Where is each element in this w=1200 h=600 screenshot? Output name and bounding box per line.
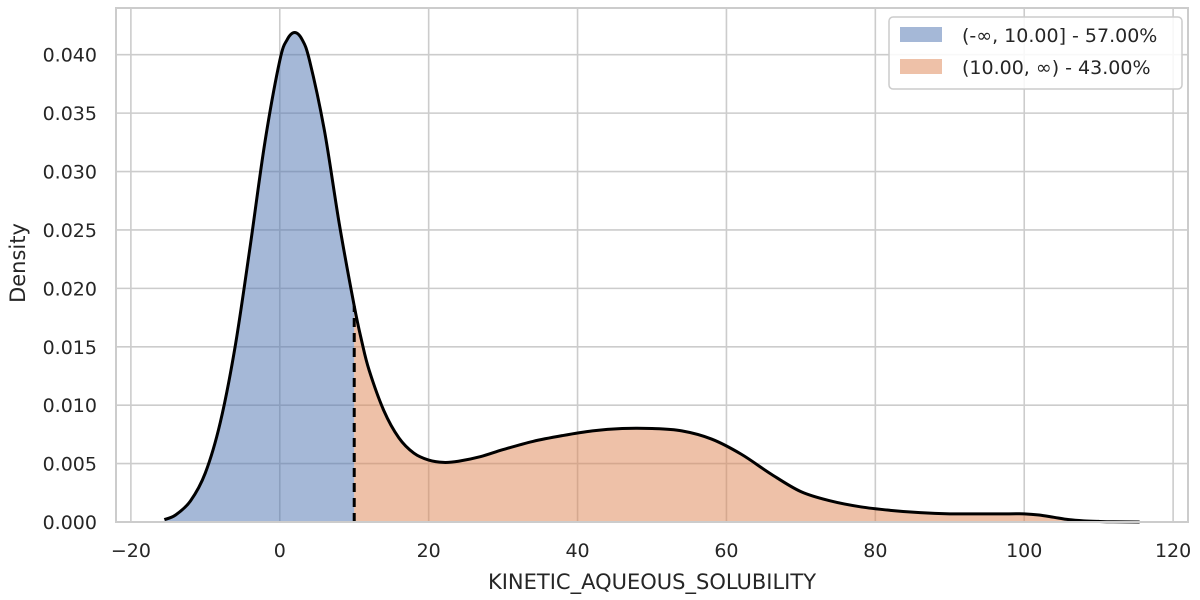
x-tick-label: 120 [1155, 540, 1191, 562]
legend-box [888, 16, 1183, 90]
x-tick-label: 20 [417, 540, 441, 562]
y-tick-label: 0.020 [43, 278, 97, 300]
legend-label-above: (10.00, ∞) - 43.00% [962, 57, 1151, 79]
y-tick-label: 0.005 [43, 454, 97, 476]
x-tick-labels: −20 0 20 40 60 80 100 120 [111, 540, 1191, 562]
x-axis-label: KINETIC_AQUEOUS_SOLUBILITY [488, 570, 816, 595]
y-tick-label: 0.025 [43, 220, 97, 242]
x-tick-label: 100 [1006, 540, 1042, 562]
plot-frame [115, 7, 1189, 523]
y-tick-label: 0.015 [43, 337, 97, 359]
kde-curve-line [163, 31, 1140, 524]
y-tick-label: 0.030 [43, 162, 97, 184]
x-tick-label: 40 [565, 540, 589, 562]
y-tick-label: 0.010 [43, 395, 97, 417]
area-below-threshold [164, 32, 355, 522]
x-tick-label: 80 [863, 540, 887, 562]
x-tick-label: 0 [274, 540, 286, 562]
legend: (-∞, 10.00] - 57.00% (10.00, ∞) - 43.00% [888, 16, 1183, 90]
x-tick-label: 60 [714, 540, 738, 562]
y-tick-label: 0.000 [43, 512, 97, 534]
legend-swatch-above [900, 59, 942, 74]
y-axis-label: Density [6, 223, 30, 303]
area-above-threshold [354, 305, 1140, 522]
x-tick-label: −20 [111, 540, 151, 562]
y-tick-label: 0.040 [43, 45, 97, 67]
legend-swatch-below [900, 27, 942, 42]
legend-label-below: (-∞, 10.00] - 57.00% [962, 25, 1157, 47]
y-tick-label: 0.035 [43, 103, 97, 125]
y-tick-labels: 0.000 0.005 0.010 0.015 0.020 0.025 0.030 0.035… [43, 45, 97, 534]
